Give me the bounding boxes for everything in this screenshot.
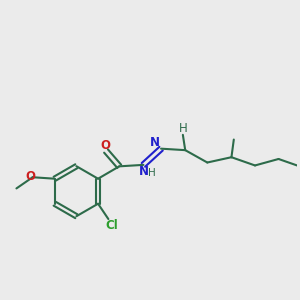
Text: O: O [100,139,110,152]
Text: N: N [139,165,149,178]
Text: H: H [178,122,187,135]
Text: N: N [150,136,160,149]
Text: O: O [25,170,35,183]
Text: H: H [148,168,156,178]
Text: Cl: Cl [106,219,118,232]
